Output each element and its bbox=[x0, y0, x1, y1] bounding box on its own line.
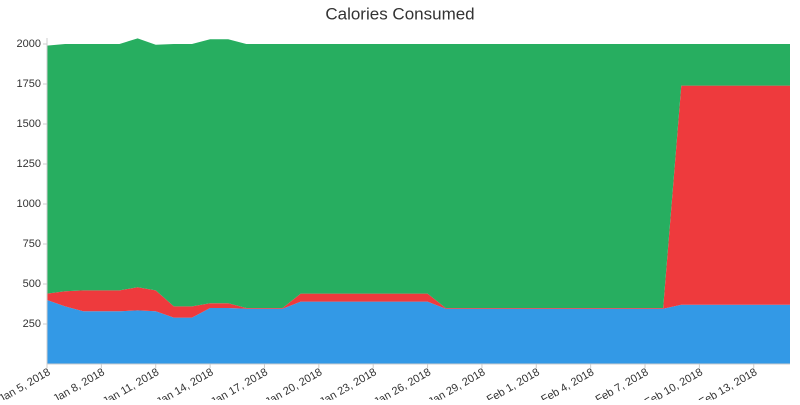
y-tick-label: 2000 bbox=[17, 38, 41, 50]
area bbox=[47, 85, 790, 318]
x-tick-label: Jan 26, 2018 bbox=[372, 366, 433, 400]
y-tick-label: 250 bbox=[23, 318, 41, 330]
x-tick-label: Jan 11, 2018 bbox=[101, 366, 161, 400]
y-tick-label: 1500 bbox=[17, 118, 41, 130]
x-tick-label: Jan 5, 2018 bbox=[0, 366, 52, 400]
y-tick-label: 1250 bbox=[17, 158, 41, 170]
chart-title: Calories Consumed bbox=[325, 4, 474, 23]
y-tick-label: 750 bbox=[23, 238, 41, 250]
x-tick-label: Feb 7, 2018 bbox=[594, 366, 651, 400]
x-tick-label: Jan 8, 2018 bbox=[51, 366, 107, 400]
area bbox=[47, 38, 790, 309]
x-tick-label: Feb 1, 2018 bbox=[485, 366, 542, 400]
y-tick-label: 500 bbox=[23, 278, 41, 290]
x-tick-label: Jan 14, 2018 bbox=[154, 366, 215, 400]
y-tick-label: 1000 bbox=[17, 198, 41, 210]
x-tick-label: Jan 20, 2018 bbox=[263, 366, 324, 400]
x-tick-label: Jan 29, 2018 bbox=[426, 366, 487, 400]
x-tick-label: Feb 13, 2018 bbox=[697, 366, 759, 400]
area bbox=[47, 300, 790, 364]
x-tick-label: Jan 17, 2018 bbox=[209, 366, 270, 400]
x-tick-label: Feb 10, 2018 bbox=[643, 366, 705, 400]
y-tick-label: 1750 bbox=[17, 78, 41, 90]
x-tick-label: Feb 4, 2018 bbox=[539, 366, 596, 400]
x-tick-label: Jan 23, 2018 bbox=[318, 366, 379, 400]
